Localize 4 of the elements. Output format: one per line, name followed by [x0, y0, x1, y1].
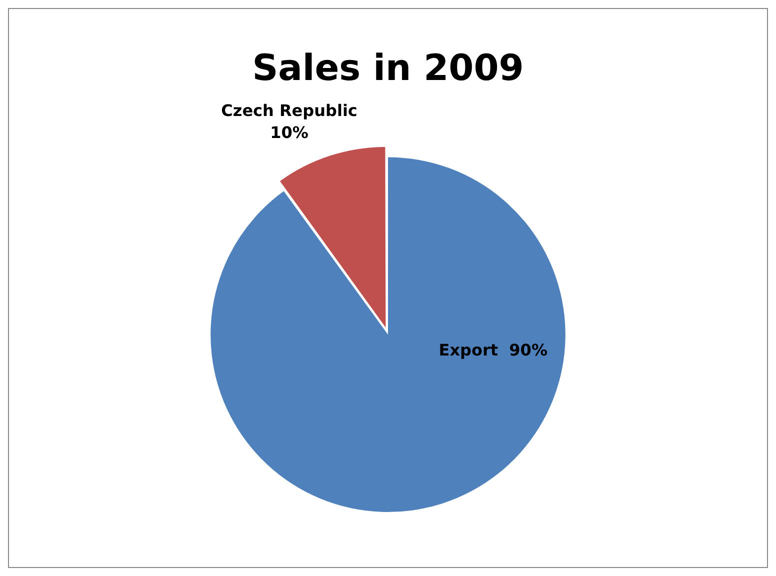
slice-label: Czech Republic [221, 101, 358, 120]
slice-label: Export 90% [438, 340, 548, 360]
chart-title: Sales in 2009 [252, 48, 524, 89]
data-label: 10% [270, 123, 308, 142]
